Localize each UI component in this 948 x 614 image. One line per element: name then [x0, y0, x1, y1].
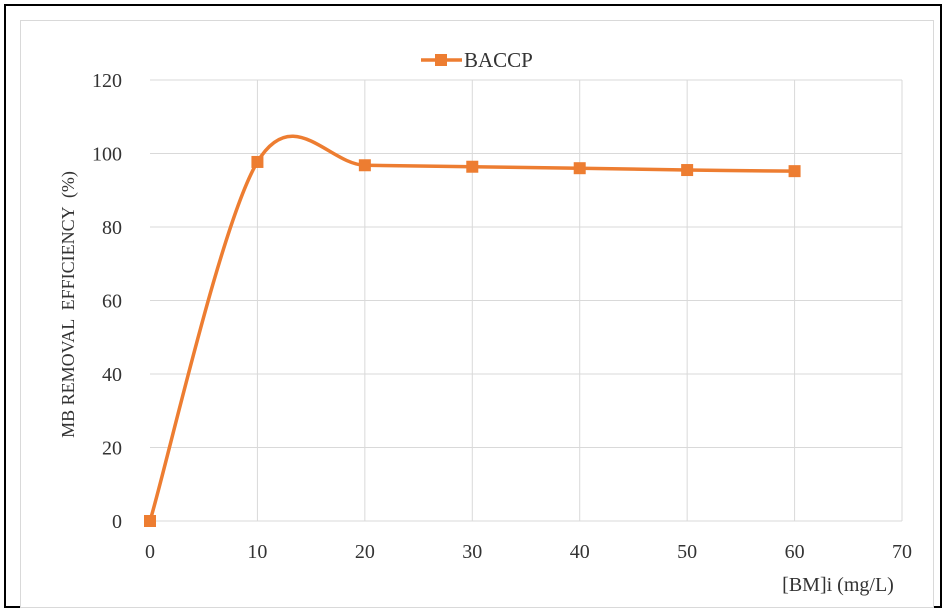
- x-tick-label: 60: [785, 541, 805, 563]
- data-point-marker: [358, 159, 371, 172]
- data-point-marker: [788, 165, 801, 178]
- y-tick-label: 100: [92, 144, 122, 166]
- y-tick-label: 20: [102, 438, 122, 460]
- y-tick-label: 40: [102, 364, 122, 386]
- gridlines: [150, 79, 903, 521]
- data-point-marker: [144, 515, 156, 527]
- data-point-marker: [466, 160, 479, 173]
- chart-area: [20, 20, 934, 608]
- x-tick-label: 10: [247, 541, 267, 563]
- y-tick-label: 60: [102, 291, 122, 313]
- y-axis-label: MB REMOVAL EFFICIENCY (%): [58, 171, 79, 438]
- y-tick-label: 80: [102, 217, 122, 239]
- series-baccp: [144, 134, 801, 527]
- data-point-marker: [573, 162, 586, 175]
- x-tick-label: 50: [677, 541, 697, 563]
- x-tick-label: 30: [462, 541, 482, 563]
- y-tick-label: 120: [92, 70, 122, 92]
- y-tick-label: 0: [112, 511, 122, 533]
- legend: BACCP: [421, 48, 533, 72]
- x-tick-label: 40: [570, 541, 590, 563]
- x-tick-label: 20: [355, 541, 375, 563]
- x-tick-label: 70: [892, 541, 912, 563]
- x-tick-label: 0: [145, 541, 155, 563]
- axes: 0 20 40 60 80 100 120 0 10 20 30 40 50 60 70: [92, 70, 912, 563]
- data-point-marker: [681, 164, 694, 177]
- legend-label: BACCP: [464, 48, 533, 72]
- data-point-marker: [251, 155, 264, 168]
- legend-marker: [435, 54, 447, 66]
- chart-frame: [4, 4, 942, 608]
- series-line: [148, 134, 795, 522]
- x-axis-label: [BM]i (mg/L): [782, 574, 894, 596]
